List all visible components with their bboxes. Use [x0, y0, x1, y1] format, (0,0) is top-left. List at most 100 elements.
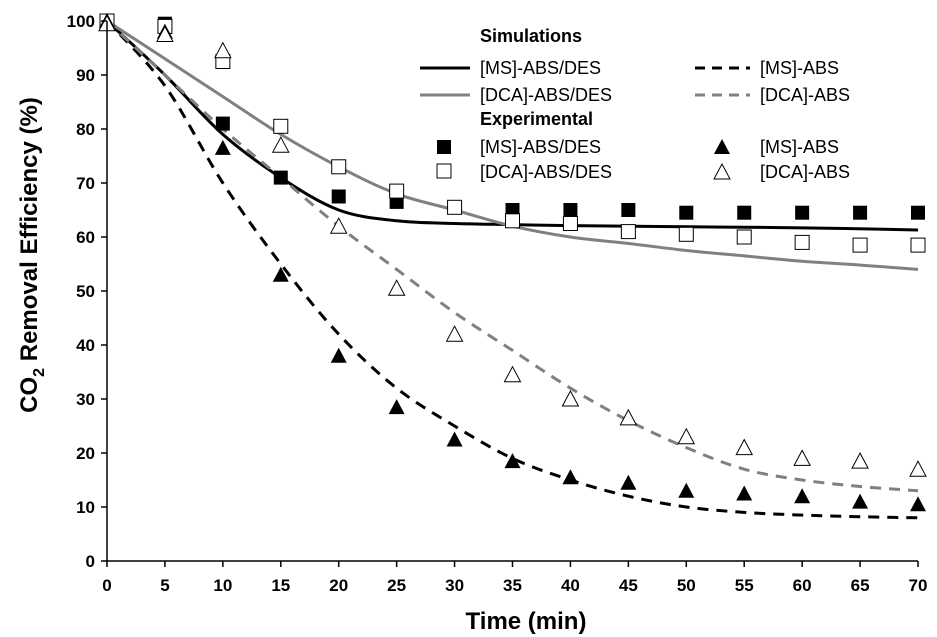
- x-tick-label: 40: [561, 576, 580, 595]
- exp-point-ms-abs-des: [853, 205, 868, 220]
- exp-point-ms-abs: [736, 485, 753, 501]
- exp-point-dca-abs-des: [620, 224, 636, 240]
- y-axis-title-main: CO: [16, 377, 43, 413]
- y-tick-label: 40: [76, 336, 95, 355]
- exp-point-dca-abs: [387, 279, 406, 296]
- exp-point-ms-abs-des: [679, 205, 694, 220]
- exp-point-dca-abs: [619, 408, 638, 426]
- exp-point-ms-abs: [446, 431, 463, 447]
- y-axis-title-rest: Removal Efficiency (%): [16, 97, 43, 368]
- y-axis-title: CO2 Removal Efficiency (%): [16, 97, 48, 413]
- exp-point-ms-abs-des: [215, 116, 230, 131]
- exp-point-ms-abs-des: [621, 203, 636, 217]
- exp-point-dca-abs-des: [794, 234, 810, 250]
- exp-point-ms-abs-des: [737, 205, 752, 220]
- sim-line-dca-abs-des: [106, 19, 919, 271]
- y-tick-label: 30: [76, 390, 95, 409]
- legend-marker-ms-abs-des: [437, 140, 451, 154]
- legend-exp-ms-abs: [MS]-ABS: [760, 137, 839, 157]
- exp-point-dca-abs: [156, 25, 174, 42]
- exp-point-ms-abs: [562, 469, 579, 485]
- exp-point-ms-abs: [272, 266, 289, 282]
- exp-point-ms-abs: [794, 488, 811, 504]
- exp-point-ms-abs: [330, 347, 347, 363]
- x-tick-label: 70: [909, 576, 928, 595]
- sim-line-dca-abs-dashed: [105, 19, 919, 493]
- legend-marker-dca-abs-des: [436, 163, 452, 179]
- exp-point-ms-abs: [910, 496, 926, 512]
- x-tick-label: 60: [793, 576, 812, 595]
- x-tick-label: 0: [102, 576, 111, 595]
- exp-point-ms-abs: [620, 474, 637, 490]
- legend-sim-ms-abs: [MS]-ABS: [760, 58, 839, 78]
- exp-point-dca-abs: [561, 389, 580, 407]
- exp-point-dca-abs-des: [505, 213, 520, 229]
- y-tick-label: 100: [67, 12, 95, 31]
- exp-point-dca-abs: [214, 41, 232, 59]
- exp-point-ms-abs: [504, 453, 521, 469]
- y-tick-label: 10: [76, 498, 95, 517]
- legend: Simulations [MS]-ABS/DES [MS]-ABS [DCA]-…: [420, 26, 850, 182]
- legend-simulations-title: Simulations: [480, 26, 582, 46]
- sim-line-ms-abs-des: [105, 19, 919, 232]
- exp-point-dca-abs: [329, 217, 348, 234]
- exp-point-ms-abs: [678, 482, 695, 498]
- legend-marker-ms-abs: [714, 139, 730, 154]
- x-tick-label: 55: [735, 576, 754, 595]
- legend-experimental-title: Experimental: [480, 109, 593, 129]
- legend-exp-dca-abs: [DCA]-ABS: [760, 162, 850, 182]
- marker-layer: [98, 13, 927, 512]
- exp-point-dca-abs-des: [736, 229, 752, 245]
- x-tick-label: 15: [271, 576, 290, 595]
- exp-point-ms-abs: [852, 493, 869, 509]
- exp-point-ms-abs-des: [273, 170, 288, 185]
- legend-sim-dca-abs: [DCA]-ABS: [760, 85, 850, 105]
- exp-point-dca-abs: [909, 460, 927, 477]
- legend-sim-ms-abs-des: [MS]-ABS/DES: [480, 58, 601, 78]
- x-axis-title: Time (min): [466, 608, 587, 635]
- y-tick-label: 50: [76, 282, 95, 301]
- exp-point-dca-abs: [503, 365, 522, 383]
- exp-point-dca-abs-des: [447, 199, 463, 215]
- x-tick-label: 30: [445, 576, 464, 595]
- legend-sim-dca-abs-des: [DCA]-ABS/DES: [480, 85, 612, 105]
- legend-marker-dca-abs: [713, 162, 731, 180]
- legend-exp-ms-abs-des: [MS]-ABS/DES: [480, 137, 601, 157]
- x-tick-label: 50: [677, 576, 696, 595]
- exp-point-dca-abs: [445, 325, 464, 342]
- exp-point-dca-abs: [677, 427, 696, 445]
- x-tick-label: 35: [503, 576, 522, 595]
- sim-line-ms-abs-dashed: [105, 19, 919, 520]
- exp-point-dca-abs: [793, 449, 811, 466]
- y-tick-label: 60: [76, 228, 95, 247]
- exp-point-dca-abs-des: [562, 216, 578, 231]
- exp-point-dca-abs-des: [910, 237, 926, 253]
- exp-point-ms-abs-des: [331, 189, 346, 204]
- exp-point-dca-abs: [271, 136, 290, 153]
- y-tick-label: 90: [76, 66, 95, 85]
- series-layer: [105, 19, 919, 520]
- x-tick-label: 25: [387, 576, 406, 595]
- exp-point-ms-abs: [388, 399, 405, 415]
- y-tick-label: 0: [86, 552, 95, 571]
- ticks-layer: 0 10 20 30 40 50 60 70 80 90 100 0 5 10 15 20 25 30 35 40 45…: [67, 12, 928, 595]
- x-tick-label: 10: [213, 576, 232, 595]
- exp-point-ms-abs: [214, 139, 231, 155]
- y-axis-title-subscript: 2: [31, 368, 48, 377]
- exp-point-ms-abs-des: [563, 203, 578, 217]
- exp-point-ms-abs-des: [911, 205, 925, 220]
- y-tick-label: 70: [76, 174, 95, 193]
- x-tick-label: 5: [160, 576, 169, 595]
- exp-point-dca-abs-des: [273, 118, 289, 134]
- exp-point-dca-abs-des: [678, 226, 694, 242]
- exp-point-dca-abs-des: [331, 159, 347, 175]
- y-tick-label: 80: [76, 120, 95, 139]
- legend-exp-dca-abs-des: [DCA]-ABS/DES: [480, 162, 612, 182]
- exp-point-dca-abs-des: [852, 237, 868, 253]
- y-tick-label: 20: [76, 444, 95, 463]
- exp-point-dca-abs-des: [389, 183, 405, 199]
- x-tick-label: 45: [619, 576, 638, 595]
- exp-point-dca-abs: [851, 452, 869, 469]
